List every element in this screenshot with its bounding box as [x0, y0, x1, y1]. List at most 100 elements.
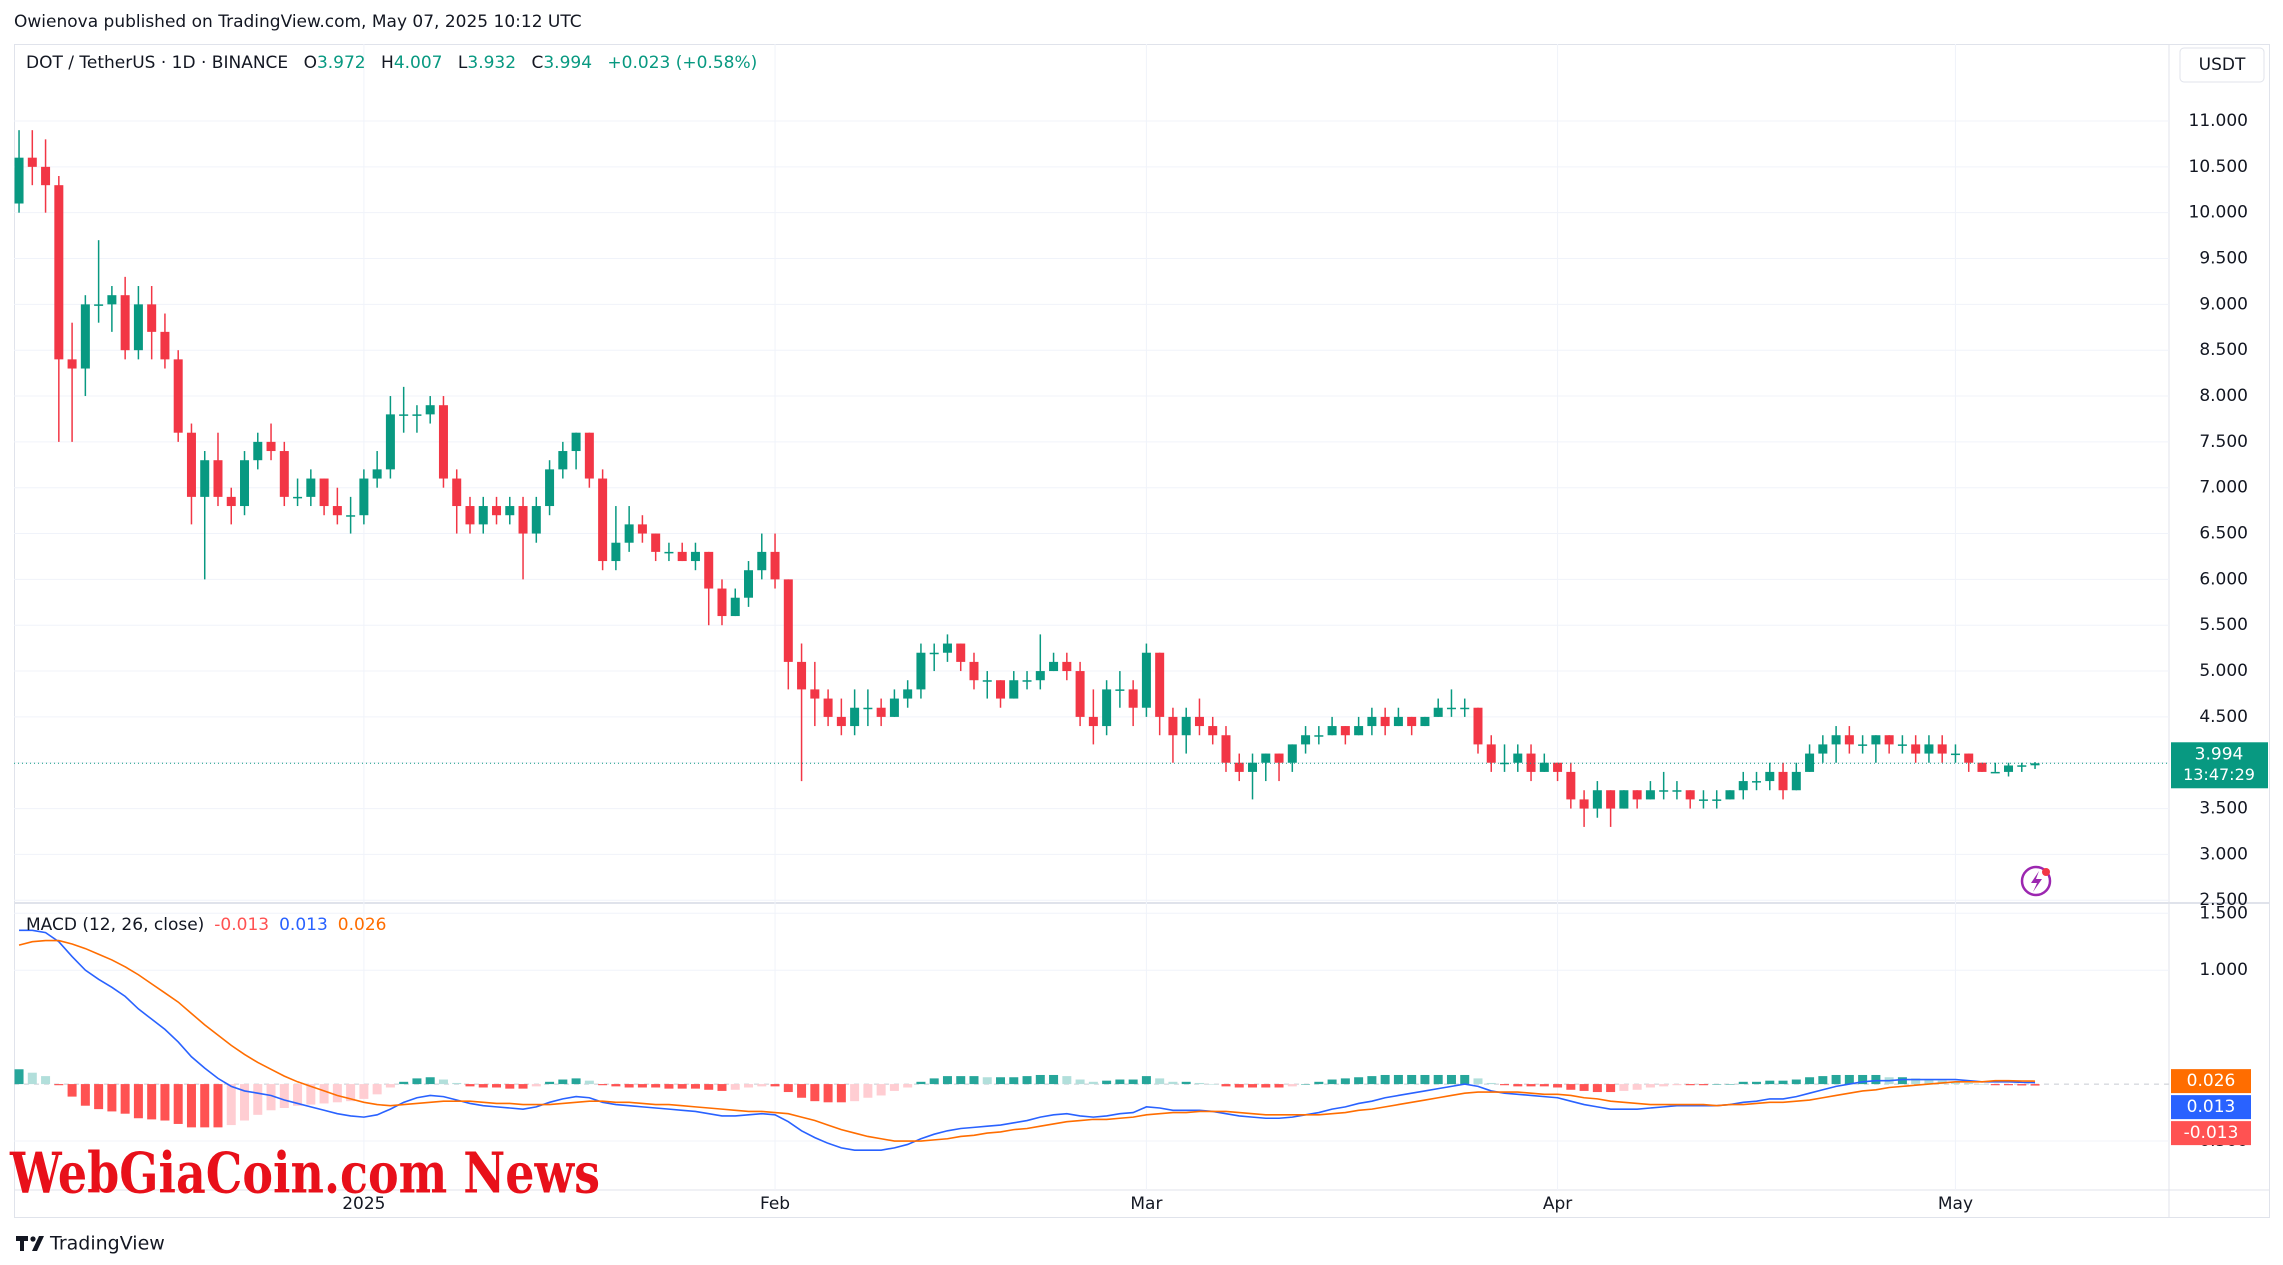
histogram-bar	[1924, 1079, 1934, 1085]
currency[interactable]: USDT	[2199, 55, 2246, 75]
histogram-bar	[1128, 1079, 1138, 1085]
footer-logo[interactable]: TradingView	[16, 1233, 165, 1255]
value-tag	[2171, 1069, 2251, 1094]
histogram-bar	[1446, 1074, 1456, 1085]
histogram-bar	[1088, 1081, 1098, 1085]
histogram-bar	[1327, 1079, 1337, 1085]
histogram-bar	[876, 1084, 886, 1096]
histogram-bar	[306, 1084, 316, 1105]
histogram-bar	[1858, 1074, 1868, 1085]
histogram-bar	[757, 1084, 767, 1087]
candle-body	[1685, 790, 1695, 800]
candle-body	[1831, 735, 1841, 745]
histogram-bar	[80, 1084, 90, 1106]
histogram-bar	[1566, 1084, 1576, 1090]
candle-body	[1645, 790, 1655, 800]
candle-body	[1725, 790, 1735, 800]
histogram-bar	[1553, 1084, 1563, 1088]
y-tick-label: 9.500	[2199, 249, 2248, 269]
alert-ring[interactable]	[2020, 865, 2052, 897]
histogram-bar	[173, 1084, 183, 1124]
candle-body	[1301, 735, 1311, 745]
candle-body	[1791, 771, 1801, 791]
histogram-bar	[1049, 1074, 1059, 1085]
histogram-bar	[783, 1084, 793, 1093]
candle-body	[1553, 762, 1563, 772]
candle-body	[359, 478, 369, 516]
histogram-bar	[1407, 1074, 1417, 1085]
histogram-bar	[332, 1084, 342, 1103]
logo-mark[interactable]	[16, 1236, 44, 1251]
candle-body	[783, 579, 793, 662]
candle-body	[399, 414, 409, 416]
alert-dot[interactable]	[2042, 868, 2050, 876]
candle-body	[1738, 781, 1748, 791]
candle-body	[1858, 744, 1868, 746]
logo-dot[interactable]	[30, 1236, 36, 1242]
y-tick-label: 8.000	[2199, 386, 2248, 406]
candle-body	[332, 506, 342, 516]
histogram-bar	[730, 1084, 740, 1090]
histogram-bar	[1340, 1078, 1350, 1085]
candle-body	[1698, 799, 1708, 801]
histogram-bar	[1712, 1084, 1722, 1085]
candle-body	[1712, 799, 1722, 801]
candle-body	[836, 716, 846, 727]
candle-body	[1115, 689, 1125, 691]
y-tick-label: 4.500	[2199, 707, 2248, 727]
candle-body	[1990, 771, 2000, 774]
histogram-bar	[478, 1084, 488, 1088]
candle-body	[253, 441, 263, 461]
histogram-bar	[1486, 1082, 1496, 1085]
histogram-bar	[982, 1077, 992, 1085]
ohlc-value: 4.007	[394, 53, 443, 73]
histogram-bar	[2004, 1084, 2014, 1086]
candle-body	[266, 441, 276, 452]
candle-body	[14, 157, 24, 204]
indicator-title: MACD (12, 26, close)	[26, 915, 204, 935]
histogram-bar	[27, 1072, 37, 1085]
candle-body	[1950, 753, 1960, 756]
candle-body	[1407, 716, 1417, 727]
candle-body	[611, 542, 621, 562]
histogram-bar	[1473, 1078, 1483, 1085]
candle-body	[797, 661, 807, 690]
candle-body	[1579, 799, 1589, 809]
candle-body	[1049, 661, 1059, 672]
histogram-bar	[399, 1081, 409, 1085]
candle-body	[372, 469, 382, 479]
histogram-bar	[850, 1084, 860, 1102]
histogram-bar	[1393, 1074, 1403, 1085]
candle-body	[27, 157, 37, 167]
candle-body	[173, 359, 183, 433]
histogram-bar	[717, 1084, 727, 1091]
currency-button[interactable]	[2179, 47, 2265, 83]
candle-body	[465, 506, 475, 525]
indicator-line	[18, 939, 2036, 1142]
candle-body	[1022, 680, 1032, 682]
candle-body	[1473, 707, 1483, 745]
y-tick-label: 3.000	[2199, 844, 2248, 864]
candle-body	[1274, 753, 1284, 763]
candle-body	[1062, 661, 1072, 672]
histogram-bar	[1818, 1076, 1828, 1085]
histogram-bar	[1314, 1081, 1324, 1085]
histogram-bar	[2017, 1084, 2027, 1086]
candle-body	[1818, 744, 1828, 754]
candle-body	[452, 478, 462, 507]
histogram-bar	[1950, 1081, 1960, 1085]
y-tick-label: 7.500	[2199, 432, 2248, 452]
histogram-bar	[1287, 1084, 1297, 1087]
histogram-bar	[1500, 1084, 1510, 1086]
candle-body	[929, 652, 939, 655]
y-tick-label: 3.500	[2199, 799, 2248, 819]
histogram-bar	[1632, 1084, 1642, 1090]
candle-body	[1314, 735, 1324, 737]
candle-body	[1659, 790, 1669, 792]
histogram-bar	[1248, 1084, 1258, 1088]
alert-icon[interactable]	[2020, 865, 2052, 897]
candle-body	[996, 680, 1006, 699]
alert-bolt[interactable]	[2031, 871, 2042, 892]
logo-text[interactable]: TradingView	[49, 1233, 165, 1255]
